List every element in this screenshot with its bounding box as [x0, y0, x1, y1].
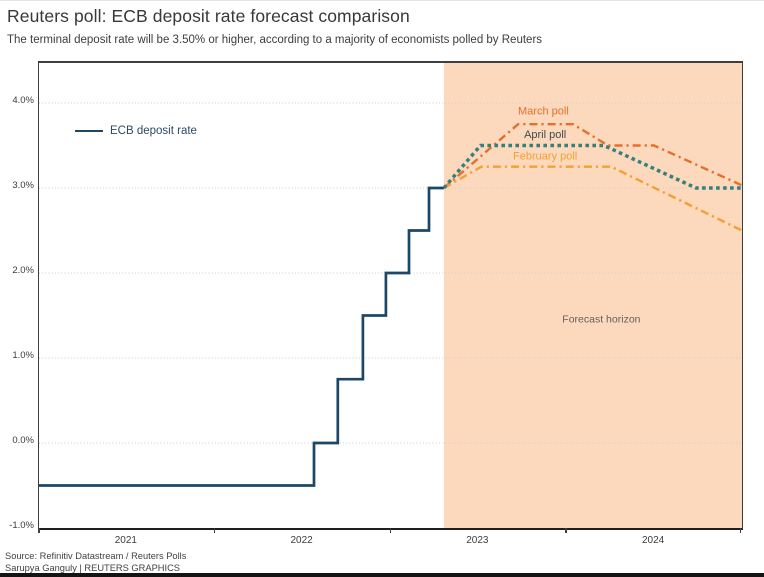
source-text: Source: Refinitiv Datastream / Reuters P…	[5, 551, 187, 561]
x-axis-tick-label: 2021	[114, 535, 137, 546]
y-axis-tick-label: 0.0%	[12, 434, 34, 446]
series-label-april-poll: April poll	[524, 129, 566, 141]
forecast-region	[443, 63, 742, 528]
annotation-forecast-horizon: Forecast horizon	[562, 314, 640, 326]
y-axis-tick-label: -1.0%	[9, 520, 34, 531]
y-axis-tick-label: 3.0%	[12, 179, 34, 191]
bottom-rule	[0, 573, 764, 577]
series-march-poll	[443, 123, 742, 189]
chart-subtitle: The terminal deposit rate will be 3.50% …	[7, 34, 543, 46]
legend-line-swatch	[75, 130, 103, 132]
series-label-february-poll: February poll	[513, 150, 577, 162]
y-axis-tick-label: 4.0%	[12, 94, 34, 106]
x-axis-tick-label: 2022	[290, 535, 313, 546]
x-axis-tick-mark	[213, 528, 216, 533]
credit-text: Sarupya Ganguly | REUTERS GRAPHICS	[5, 563, 180, 573]
x-axis-tick-mark	[389, 528, 391, 533]
y-axis-tick-label: 2.0%	[12, 264, 34, 276]
legend-ecb: ECB deposit rate	[75, 125, 197, 137]
x-axis-tick-mark	[38, 528, 40, 533]
legend-label: ECB deposit rate	[110, 125, 197, 137]
x-axis-tick-label: 2024	[642, 535, 665, 546]
series-label-march-poll: March poll	[518, 105, 569, 117]
chart-canvas: March poll February poll April poll Forecas…	[39, 63, 742, 528]
series-april-poll	[442, 143, 742, 190]
x-axis-tick-mark	[739, 528, 741, 533]
x-axis-tick-mark	[565, 528, 567, 533]
plot-area: March poll February poll April poll Forecas…	[38, 61, 743, 530]
series-february-poll	[443, 165, 742, 232]
series-ecb-deposit-rate	[39, 186, 444, 487]
x-axis-tick-label: 2023	[466, 535, 489, 546]
y-axis-tick-label: 1.0%	[12, 349, 34, 361]
chart-title: Reuters poll: ECB deposit rate forecast …	[7, 6, 410, 26]
